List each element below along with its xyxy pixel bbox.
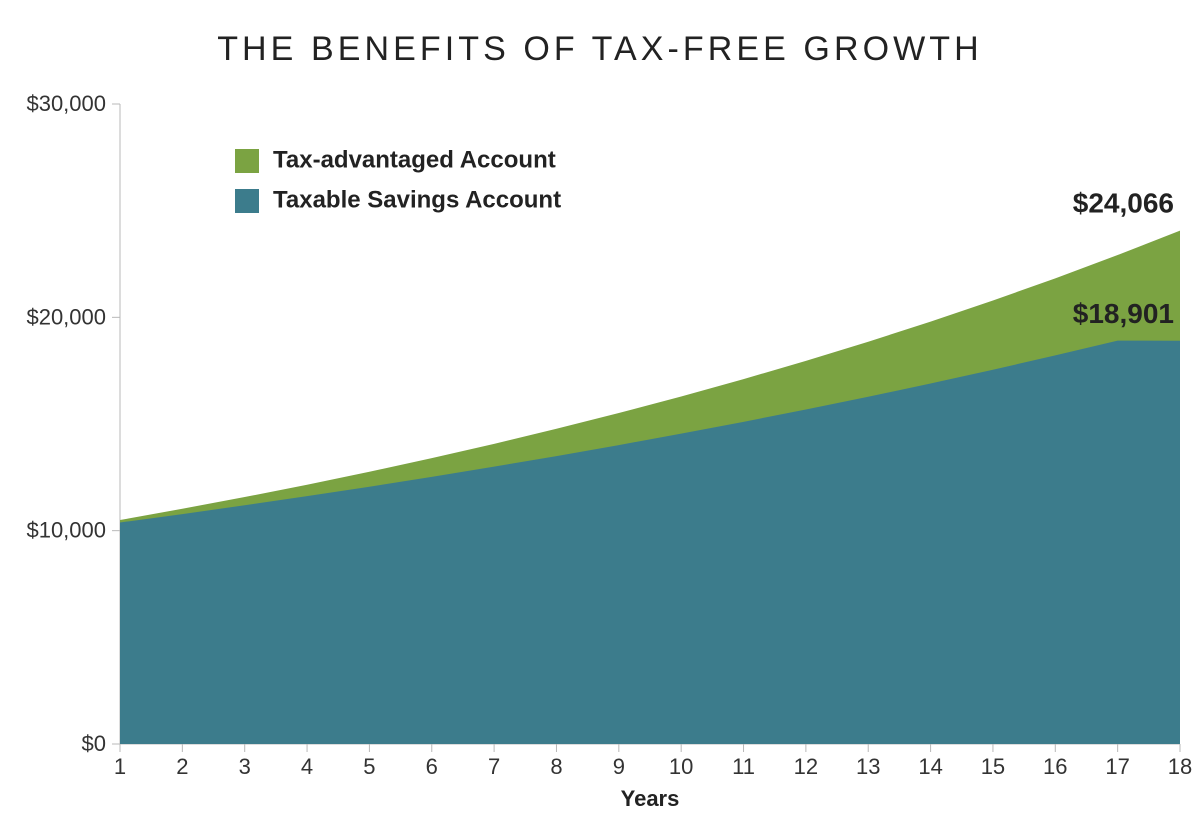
- x-tick-label: 9: [613, 754, 625, 779]
- x-tick-label: 2: [176, 754, 188, 779]
- chart-title: THE BENEFITS OF TAX-FREE GROWTH: [0, 0, 1200, 69]
- y-tick-label: $20,000: [26, 304, 106, 329]
- y-tick-label: $10,000: [26, 518, 106, 543]
- x-tick-label: 8: [550, 754, 562, 779]
- x-tick-label: 3: [239, 754, 251, 779]
- chart-container: THE BENEFITS OF TAX-FREE GROWTH $0 $10,00…: [0, 0, 1200, 833]
- x-tick-label: 4: [301, 754, 313, 779]
- x-axis-title: Years: [621, 786, 680, 811]
- x-tick-label: 18: [1168, 754, 1192, 779]
- area-chart: $0$10,000$20,000$30,00012345678910111213…: [0, 69, 1200, 822]
- x-tick-label: 15: [981, 754, 1005, 779]
- x-tick-label: 6: [426, 754, 438, 779]
- x-tick-label: 1: [114, 754, 126, 779]
- y-tick-label: $30,000: [26, 91, 106, 116]
- x-tick-label: 13: [856, 754, 880, 779]
- legend-swatch: [235, 189, 259, 213]
- x-tick-label: 14: [918, 754, 942, 779]
- legend-label: Tax-advantaged Account: [273, 147, 556, 174]
- end-label-taxable: $18,901: [1073, 298, 1174, 329]
- legend-swatch: [235, 149, 259, 173]
- x-tick-label: 16: [1043, 754, 1067, 779]
- x-tick-label: 12: [794, 754, 818, 779]
- y-tick-label: $0: [82, 731, 106, 756]
- x-tick-label: 17: [1105, 754, 1129, 779]
- x-tick-label: 11: [732, 754, 755, 779]
- x-tick-label: 10: [669, 754, 693, 779]
- x-tick-label: 7: [488, 754, 500, 779]
- x-tick-label: 5: [363, 754, 375, 779]
- area-taxable: [120, 341, 1180, 744]
- end-label-tax-advantaged: $24,066: [1073, 188, 1174, 219]
- legend-label: Taxable Savings Account: [273, 187, 561, 214]
